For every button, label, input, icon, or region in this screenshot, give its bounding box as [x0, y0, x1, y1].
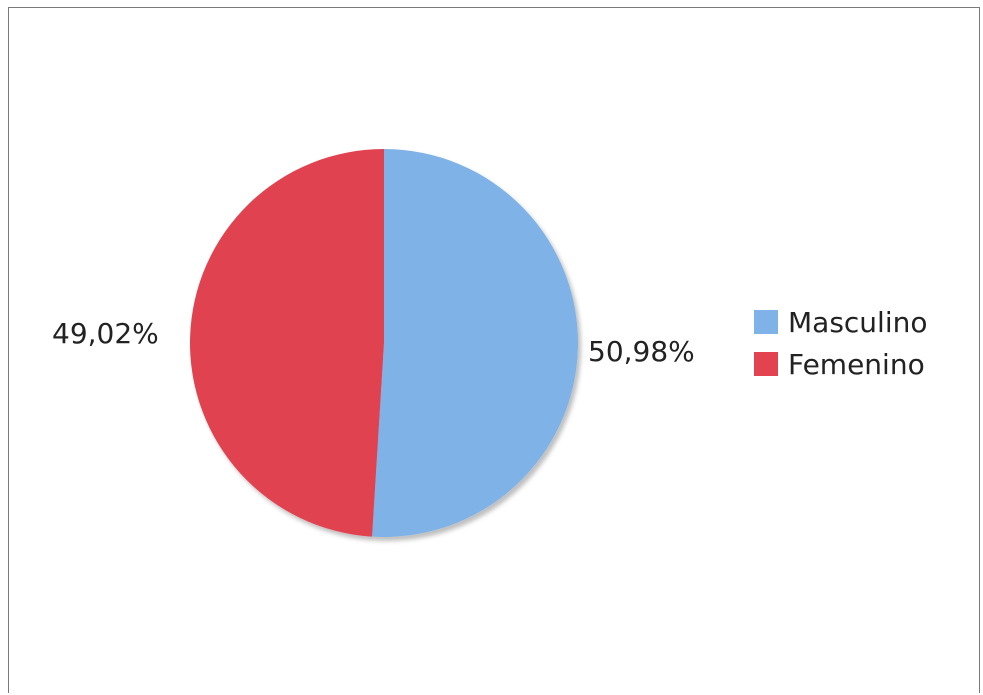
pie-slice-femenino: [190, 149, 384, 537]
legend-label-masculino: Masculino: [788, 305, 928, 339]
legend: Masculino Femenino: [754, 301, 927, 385]
legend-label-femenino: Femenino: [788, 347, 925, 381]
legend-swatch-masculino: [754, 310, 778, 334]
legend-item-masculino: Masculino: [754, 301, 927, 343]
data-label-masculino: 50,98%: [588, 335, 695, 368]
legend-item-femenino: Femenino: [754, 343, 927, 385]
data-label-femenino: 49,02%: [52, 317, 159, 350]
pie-slice-masculino: [372, 149, 579, 537]
legend-swatch-femenino: [754, 352, 778, 376]
